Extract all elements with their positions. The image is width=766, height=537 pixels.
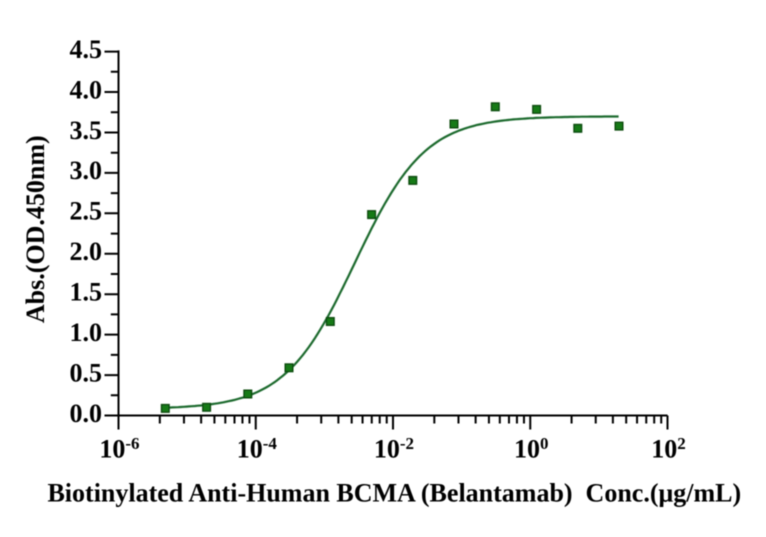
svg-text:0.0: 0.0: [70, 399, 103, 428]
svg-text:0.5: 0.5: [70, 358, 103, 387]
svg-text:1.5: 1.5: [70, 278, 103, 307]
svg-text:Abs.(OD.450nm): Abs.(OD.450nm): [21, 135, 50, 323]
svg-text:4.0: 4.0: [70, 75, 103, 104]
svg-text:2.0: 2.0: [70, 237, 103, 266]
svg-text:3.0: 3.0: [70, 156, 103, 185]
svg-text:Biotinylated Anti-Human BCMA (: Biotinylated Anti-Human BCMA (Belantamab…: [47, 479, 741, 508]
svg-text:1.0: 1.0: [70, 318, 103, 347]
svg-text:10-2: 10-2: [374, 434, 414, 464]
svg-text:2.5: 2.5: [70, 197, 103, 226]
svg-text:3.5: 3.5: [70, 116, 103, 145]
svg-text:10-4: 10-4: [237, 434, 278, 464]
svg-text:4.5: 4.5: [70, 35, 103, 64]
